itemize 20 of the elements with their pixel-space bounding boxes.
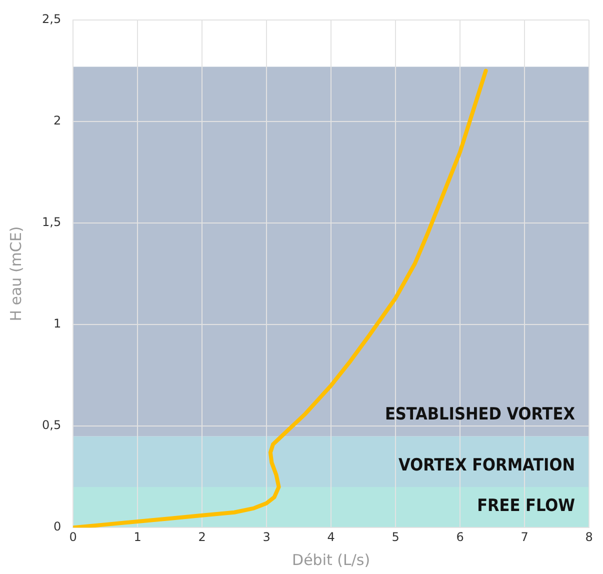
x-tick-label: 2 — [198, 530, 206, 544]
x-tick-label: 0 — [69, 530, 77, 544]
y-tick-label: 2,5 — [42, 12, 62, 26]
x-tick-label: 6 — [456, 530, 464, 544]
y-tick-label: 0,5 — [42, 418, 62, 432]
x-axis-title: Débit (L/s) — [292, 550, 370, 569]
x-tick-label: 5 — [392, 530, 400, 544]
x-tick-label: 3 — [262, 530, 270, 544]
x-tick-label: 7 — [520, 530, 528, 544]
band-label: FREE FLOW — [477, 496, 576, 516]
band-label: ESTABLISHED VORTEX — [384, 404, 576, 425]
y-axis-title: H eau (mCE) — [6, 226, 25, 322]
x-tick-label: 8 — [585, 530, 593, 544]
x-tick-label: 1 — [134, 530, 142, 544]
y-tick-label: 1 — [53, 316, 62, 331]
y-tick-label: 2 — [53, 114, 62, 128]
x-tick-label: 4 — [327, 530, 335, 544]
y-tick-label: 0 — [53, 520, 62, 534]
y-tick-label: 1,5 — [42, 215, 62, 230]
band-label: VORTEX FORMATION — [398, 455, 575, 476]
